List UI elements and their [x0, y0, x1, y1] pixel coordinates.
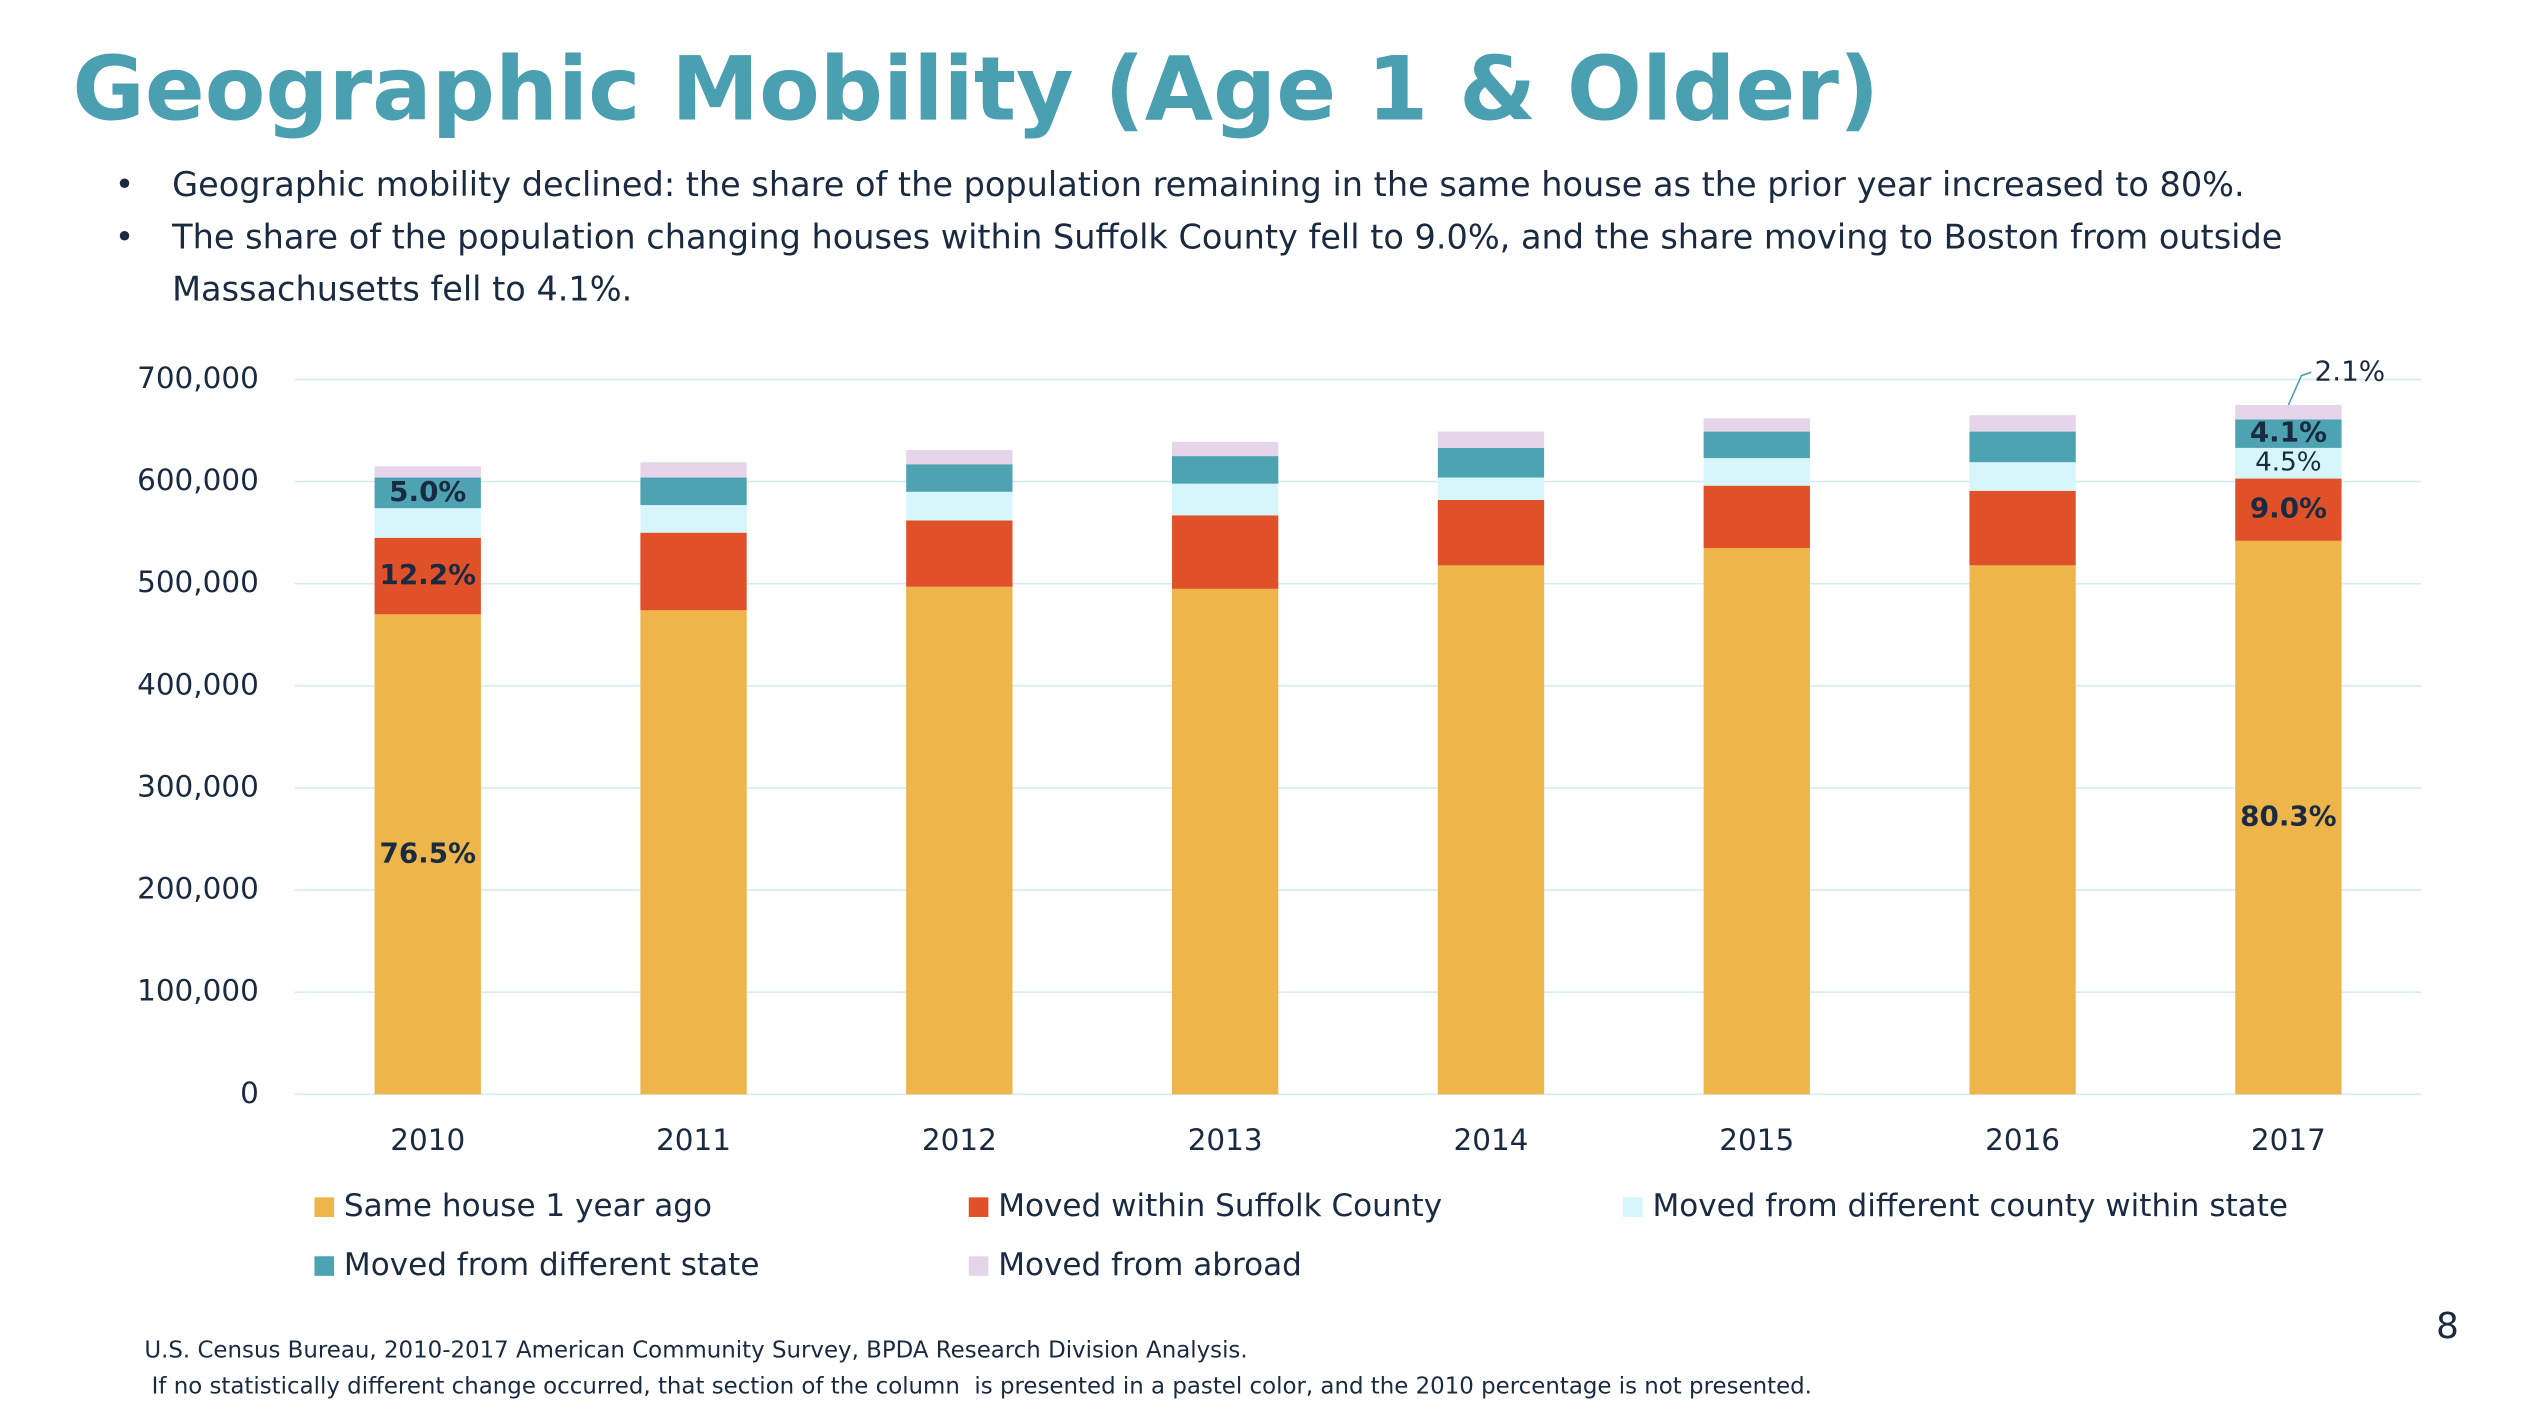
legend-swatch [1623, 1197, 1643, 1217]
data-label: 80.3% [2240, 800, 2336, 833]
bar-segment [1969, 462, 2076, 491]
footnote: If no statistically different change occ… [144, 1374, 1812, 1400]
footnote: U.S. Census Bureau, 2010-2017 American C… [144, 1338, 1247, 1364]
x-tick-label: 2013 [1188, 1123, 1263, 1157]
bar-segment [374, 537, 481, 615]
bar-segment [1703, 418, 1810, 432]
bar-segment [374, 614, 481, 1095]
legend-label: Moved from abroad [998, 1247, 1302, 1283]
bar-segment [1171, 456, 1279, 484]
data-label: 2.1% [2315, 354, 2386, 387]
bar-segment [1969, 490, 2076, 566]
bar-segment [2235, 478, 2342, 541]
legend-label: Moved within Suffolk County [998, 1188, 1442, 1224]
bar-segment [1171, 588, 1279, 1095]
data-label: 76.5% [380, 836, 476, 869]
bar-segment [640, 532, 747, 611]
bar-segment [1969, 565, 2076, 1095]
data-label: 5.0% [389, 475, 466, 508]
y-tick-label: 200,000 [137, 872, 259, 906]
bar-segment [2235, 405, 2342, 420]
y-tick-label: 700,000 [137, 361, 259, 395]
bar-segment [906, 491, 1013, 521]
y-tick-label: 500,000 [137, 565, 259, 599]
bar-segment [906, 520, 1013, 587]
slide-title: Geographic Mobility (Age 1 & Older) [72, 37, 1879, 140]
bar-segment [2235, 540, 2342, 1095]
bar-segment [1437, 499, 1545, 566]
bar-segment [640, 462, 747, 478]
bullet-dot: • [115, 165, 134, 203]
data-label: 4.1% [2250, 416, 2327, 449]
data-label: 12.2% [380, 558, 476, 591]
bar-segment [1703, 458, 1810, 486]
bar-segment [1437, 565, 1545, 1095]
x-tick-label: 2014 [1454, 1123, 1529, 1157]
y-tick-label: 300,000 [137, 769, 259, 803]
legend-swatch [968, 1197, 989, 1217]
bar-segment [1437, 447, 1545, 478]
page-number: 8 [2436, 1306, 2459, 1347]
x-tick-label: 2011 [656, 1123, 731, 1157]
x-tick-label: 2012 [922, 1123, 997, 1157]
x-tick-label: 2016 [1985, 1123, 2060, 1157]
bar-segment [906, 464, 1013, 492]
bullet-text: The share of the population changing hou… [171, 217, 2282, 256]
bar-segment [1969, 431, 2076, 463]
bar-segment [1969, 415, 2076, 432]
bar-segment [1437, 431, 1545, 448]
bar-segment [2235, 447, 2342, 479]
bar-segment [374, 466, 481, 478]
y-tick-label: 600,000 [137, 463, 259, 497]
bar-segment [374, 508, 481, 538]
bar-segment [640, 477, 747, 506]
bar-segment [1171, 441, 1279, 457]
legend-label: Same house 1 year ago [344, 1188, 712, 1224]
bar-segment [374, 477, 481, 509]
legend-swatch [314, 1197, 335, 1217]
bullet-dot: • [115, 218, 134, 256]
legend-swatch [968, 1256, 989, 1276]
bullet-text: Massachusetts fell to 4.1%. [172, 270, 632, 309]
y-tick-label: 400,000 [137, 667, 259, 701]
bar-segment [2235, 419, 2342, 448]
bar-segment [640, 505, 747, 533]
data-label: 9.0% [2250, 492, 2327, 525]
bar-segment [1171, 483, 1279, 516]
x-tick-label: 2017 [2251, 1123, 2326, 1157]
data-label: 4.5% [2255, 448, 2321, 478]
bar-segment [1703, 431, 1810, 459]
bar-segment [1171, 515, 1279, 589]
y-tick-label: 0 [240, 1076, 259, 1110]
bar-segment [1703, 485, 1810, 548]
bullet-text: Geographic mobility declined: the share … [172, 165, 2245, 204]
leader-line [2287, 371, 2312, 406]
legend-swatch [314, 1256, 335, 1276]
legend-label: Moved from different county within state [1652, 1188, 2288, 1224]
x-tick-label: 2010 [390, 1123, 465, 1157]
bar-segment [1703, 547, 1810, 1095]
bar-segment [906, 449, 1013, 465]
y-tick-label: 100,000 [137, 974, 259, 1008]
bar-segment [640, 610, 747, 1095]
legend-label: Moved from different state [344, 1247, 760, 1283]
x-tick-label: 2015 [1719, 1123, 1794, 1157]
bar-segment [1437, 477, 1545, 500]
bar-segment [906, 586, 1013, 1095]
